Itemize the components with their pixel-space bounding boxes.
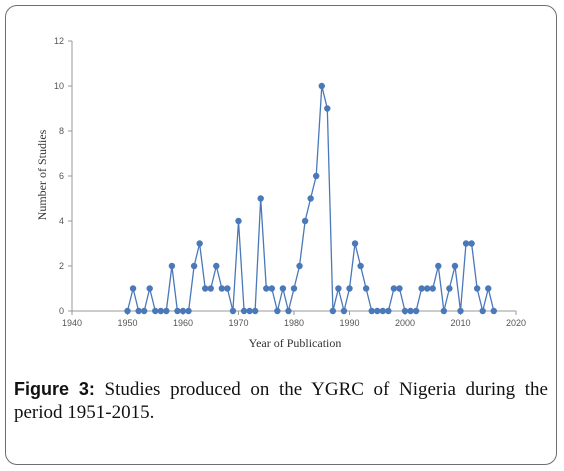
- data-point: [462, 240, 470, 247]
- x-tick-label: 2020: [506, 318, 526, 328]
- data-point: [457, 307, 464, 315]
- data-point: [274, 307, 281, 315]
- data-point: [340, 307, 348, 315]
- data-point: [152, 307, 159, 315]
- figure-caption-text: Studies produced on the YGRC of Nigeria …: [14, 379, 548, 423]
- line-chart: 0 2 4 6 8 10 12 1940 1950 1960 1970 1980 1990 2000 201…: [35, 36, 526, 350]
- data-point: [479, 307, 486, 315]
- data-point: [202, 285, 209, 292]
- x-tick-label: 2000: [395, 318, 415, 328]
- y-tick-label: 6: [59, 171, 64, 181]
- data-point: [429, 285, 436, 292]
- data-point: [329, 307, 337, 315]
- data-point: [246, 307, 253, 315]
- data-point: [468, 240, 475, 247]
- data-point: [412, 307, 420, 315]
- series-points-layer: [124, 82, 497, 315]
- data-point: [168, 262, 176, 270]
- y-tick-label: 10: [54, 81, 64, 91]
- data-point: [313, 172, 320, 180]
- data-point: [251, 307, 259, 315]
- data-point: [157, 307, 164, 315]
- y-tick-label: 4: [59, 216, 64, 226]
- data-point: [385, 307, 392, 315]
- chart-axes: [68, 40, 517, 315]
- figure-label: Figure 3:: [14, 379, 95, 399]
- data-point: [307, 195, 314, 202]
- data-point: [451, 262, 459, 270]
- data-point: [218, 285, 226, 292]
- data-point: [418, 285, 425, 292]
- figure-frame: [5, 5, 557, 465]
- data-point: [240, 307, 248, 315]
- x-tick-label: 1960: [173, 318, 193, 328]
- data-point: [174, 307, 181, 315]
- x-tick-label: 1950: [117, 318, 137, 328]
- data-point: [490, 307, 497, 315]
- data-point: [257, 195, 264, 202]
- data-point: [362, 285, 370, 292]
- x-tick-label: 1970: [228, 318, 248, 328]
- data-point: [196, 240, 203, 247]
- x-tick-label: 2010: [450, 318, 470, 328]
- data-point: [301, 217, 309, 225]
- data-point: [235, 217, 242, 225]
- x-tick-label: 1980: [284, 318, 304, 328]
- data-point: [135, 307, 142, 315]
- data-point: [163, 307, 170, 315]
- data-point: [224, 285, 231, 292]
- data-point: [446, 285, 453, 292]
- figure-caption: Figure 3: Studies produced on the YGRC o…: [14, 378, 548, 424]
- data-point: [124, 307, 131, 315]
- data-point: [129, 285, 137, 292]
- data-point: [379, 307, 386, 315]
- data-point: [396, 285, 403, 292]
- data-point: [263, 285, 270, 292]
- data-point: [473, 285, 481, 292]
- data-point: [440, 307, 448, 315]
- data-point: [335, 285, 342, 292]
- data-point: [140, 307, 148, 315]
- data-point: [346, 285, 353, 292]
- data-point: [374, 307, 381, 315]
- x-axis-label: Year of Publication: [249, 336, 342, 350]
- data-point: [207, 285, 214, 292]
- data-point: [401, 307, 409, 315]
- y-tick-label: 0: [59, 306, 64, 316]
- data-point: [407, 307, 414, 315]
- data-point: [268, 285, 275, 292]
- data-point: [390, 285, 398, 292]
- y-tick-label: 12: [54, 36, 64, 46]
- data-point: [324, 105, 331, 112]
- y-tick-label: 2: [59, 261, 64, 271]
- data-point: [368, 307, 375, 315]
- y-tick-label: 8: [59, 126, 64, 136]
- data-point: [318, 82, 325, 90]
- data-point: [435, 262, 442, 270]
- data-point: [296, 262, 303, 270]
- x-tick-label: 1990: [339, 318, 359, 328]
- data-point: [285, 307, 292, 315]
- data-point: [290, 285, 298, 292]
- tick-labels: 0 2 4 6 8 10 12 1940 1950 1960 1970 1980 1990 2000 201…: [54, 36, 526, 328]
- data-point: [185, 307, 192, 315]
- data-point: [357, 262, 364, 270]
- x-tick-label: 1940: [62, 318, 82, 328]
- data-point: [351, 240, 359, 247]
- data-point: [213, 262, 220, 270]
- data-point: [424, 285, 431, 292]
- data-point: [279, 285, 287, 292]
- data-point: [229, 307, 237, 315]
- data-point: [179, 307, 187, 315]
- data-point: [485, 285, 492, 292]
- data-point: [190, 262, 198, 270]
- y-axis-label: Number of Studies: [35, 129, 49, 220]
- data-point: [146, 285, 153, 292]
